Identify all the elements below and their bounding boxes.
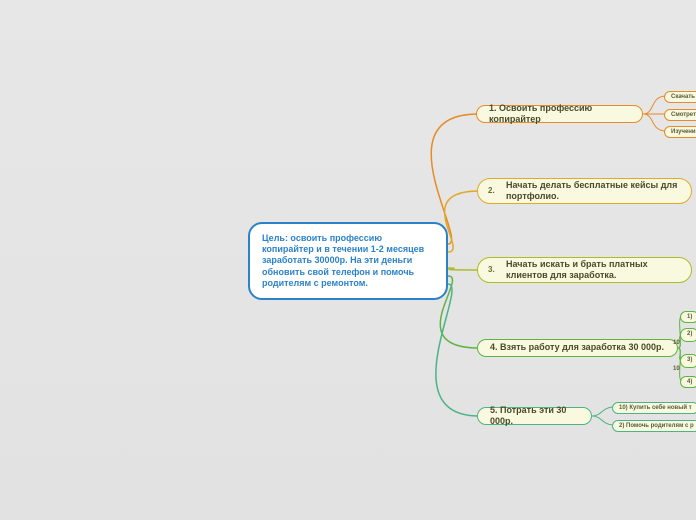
- branch-node-1[interactable]: 1. Освоить профессию копирайтер: [476, 105, 643, 123]
- mindmap-canvas: Цель: освоить профессию копирайтер и в т…: [0, 0, 696, 520]
- leaf-node[interactable]: 1): [680, 311, 696, 323]
- branch-node-3[interactable]: 3. Начать искать и брать платных клиенто…: [477, 257, 692, 283]
- leaf-extra: 10: [673, 340, 680, 346]
- leaf-text: Смотрет: [671, 112, 696, 118]
- leaf-node[interactable]: 3) 10: [680, 354, 696, 368]
- leaf-node[interactable]: 4): [680, 376, 696, 388]
- leaf-node[interactable]: Скачать: [664, 91, 696, 103]
- leaf-text: Скачать: [671, 94, 695, 100]
- branch-number: 2.: [488, 186, 495, 196]
- branch-label: 1. Освоить профессию копирайтер: [489, 103, 630, 126]
- root-text: Цель: освоить профессию копирайтер и в т…: [262, 233, 434, 289]
- leaf-text: 4): [687, 379, 692, 385]
- leaf-text: 2) Помочь родителям с р: [619, 423, 694, 429]
- branch-node-2[interactable]: 2. Начать делать бесплатные кейсы для по…: [477, 178, 692, 204]
- branch-label: 4. Взять работу для заработка 30 000р.: [490, 342, 664, 353]
- branch-label: 5. Потрать эти 30 000р.: [490, 405, 579, 428]
- leaf-text: Изучени: [671, 129, 696, 135]
- leaf-node[interactable]: 2) Помочь родителям с р: [612, 420, 696, 432]
- leaf-text: 3): [687, 357, 692, 363]
- leaf-node[interactable]: Изучени: [664, 126, 696, 138]
- root-node[interactable]: Цель: освоить профессию копирайтер и в т…: [248, 222, 448, 300]
- branch-node-5[interactable]: 5. Потрать эти 30 000р.: [477, 407, 592, 425]
- leaf-text: 10) Купить себе новый т: [619, 405, 692, 411]
- branch-label: Начать искать и брать платных клиентов д…: [506, 259, 683, 282]
- leaf-node[interactable]: Смотрет: [664, 109, 696, 121]
- branch-node-4[interactable]: 4. Взять работу для заработка 30 000р.: [477, 339, 678, 357]
- branch-number: 3.: [488, 265, 495, 275]
- leaf-text: 2): [687, 331, 692, 337]
- leaf-extra: 10: [673, 366, 680, 372]
- leaf-node[interactable]: 10) Купить себе новый т: [612, 402, 696, 414]
- branch-label: Начать делать бесплатные кейсы для портф…: [506, 180, 683, 203]
- leaf-text: 1): [687, 314, 692, 320]
- leaf-node[interactable]: 2) 10: [680, 328, 696, 342]
